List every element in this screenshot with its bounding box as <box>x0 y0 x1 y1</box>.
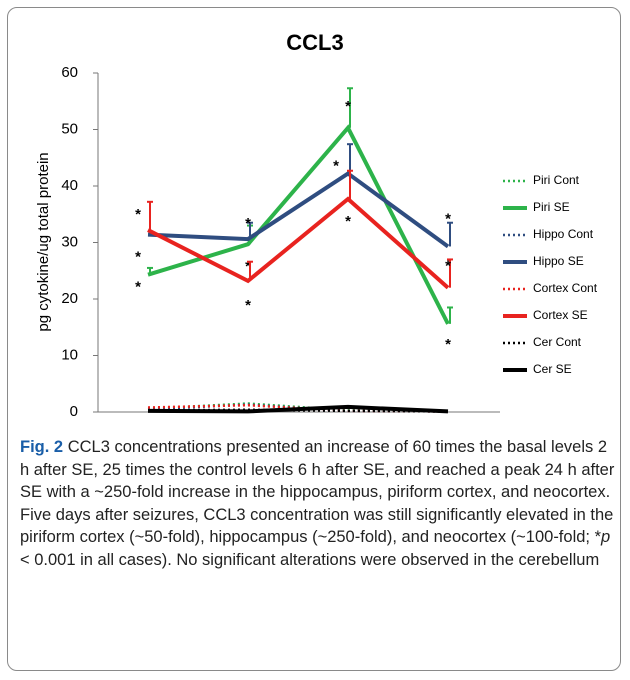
significance-marker: * <box>345 98 351 115</box>
figure-frame <box>7 7 621 671</box>
legend-label: Cortex Cont <box>533 281 598 295</box>
significance-marker: * <box>135 279 141 296</box>
significance-marker: * <box>135 249 141 266</box>
legend-label: Cer SE <box>533 362 572 376</box>
significance-marker: * <box>445 258 451 275</box>
chart: CCL3 pg cytokine/ug total protein 0 10 20 3… <box>35 30 598 430</box>
legend-label: Cer Cont <box>533 335 582 349</box>
y-tick-label: 10 <box>61 346 78 363</box>
y-axis-label: pg cytokine/ug total protein <box>35 152 52 331</box>
legend-label: Piri Cont <box>533 173 580 187</box>
chart-title: CCL3 <box>286 30 343 55</box>
legend-label: Hippo SE <box>533 254 584 268</box>
significance-marker: * <box>245 258 251 275</box>
caption-label: Fig. 2 <box>20 438 64 456</box>
legend-label: Hippo Cont <box>533 227 594 241</box>
significance-marker: * <box>445 210 451 227</box>
series-line <box>147 404 449 414</box>
y-tick-label: 50 <box>61 120 78 137</box>
significance-marker: * <box>135 206 141 223</box>
significance-marker: * <box>333 158 339 175</box>
y-tick-label: 20 <box>61 290 78 307</box>
y-tick-label: 60 <box>61 64 78 81</box>
significance-marker: * <box>345 213 351 230</box>
y-tick-label: 0 <box>70 403 78 420</box>
y-tick-label: 30 <box>61 233 78 250</box>
caption-text: < 0.001 in all cases). No significant al… <box>20 550 600 569</box>
series-line <box>147 196 450 290</box>
caption-italic: p <box>601 528 611 546</box>
y-tick-label: 40 <box>61 177 78 194</box>
caption-text: CCL3 concentrations presented an increas… <box>20 438 615 546</box>
legend-label: Piri SE <box>533 200 570 214</box>
significance-marker: * <box>245 215 251 232</box>
significance-marker: * <box>245 297 251 314</box>
legend-label: Cortex SE <box>533 308 588 322</box>
caption: Fig. 2 CCL3 concentrations presented an … <box>20 436 616 571</box>
series-line <box>147 171 450 249</box>
significance-marker: * <box>445 336 451 353</box>
series-line <box>147 124 450 325</box>
